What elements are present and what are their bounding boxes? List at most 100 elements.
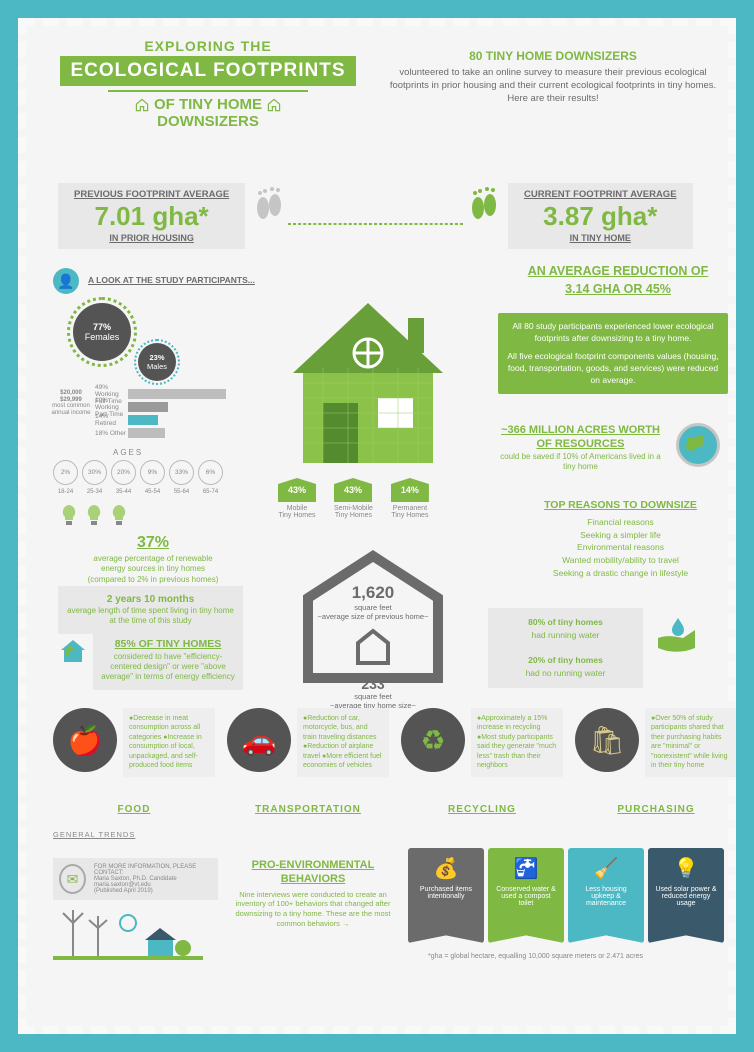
contact-header: FOR MORE INFORMATION, PLEASE CONTACT: [94,864,212,876]
connector-dash [288,223,463,225]
behavior-card: 🧹 Less housing upkeep & maintenance [568,848,644,943]
greenbox-p1: All 80 study participants experienced lo… [506,321,720,345]
leaf-house-icon [58,636,88,673]
male-label: Males [138,362,176,371]
home-type-l1: Semi-Mobile [334,505,373,512]
income-bar-label: 18% Other [53,430,128,437]
size-comparison: 1,620 square feet ~average size of previ… [298,548,448,710]
home-type-l1: Mobile [278,505,316,512]
age-range-label: 65-74 [198,489,223,495]
trend-text: ●Over 50% of study participants shared t… [645,708,737,777]
pro-env-text: Nine interviews were conducted to create… [236,890,391,928]
duration-box: 2 years 10 months average length of time… [58,586,243,634]
footprint-green-icon [468,183,498,223]
behavior-card: 🚰 Conserved water & used a compost toilet [488,848,564,943]
efficiency-header: 85% OF TINY HOMES [100,638,236,652]
reason-item: Seeking a drastic change in lifestyle [528,567,713,580]
lightbulb-icons [58,503,130,531]
duration-value: 2 years 10 months [65,593,236,606]
age-circle: 30%25-34 [82,460,107,485]
user-icon: 👤 [53,268,79,294]
reasons-header: TOP REASONS TO DOWNSIZE [528,498,713,514]
home-type: 43%MobileTiny Homes [278,478,316,519]
green-summary-box: All 80 study participants experienced lo… [498,313,728,394]
pro-env-block: PRO-ENVIRONMENTAL BEHAVIORS Nine intervi… [233,858,393,929]
tiny-size-unit: square feet [298,692,448,701]
curr-fp-sub: IN TINY HOME [524,233,677,243]
behavior-icon: 💰 [434,856,459,882]
current-footprint-box: CURRENT FOOTPRINT AVERAGE 3.87 gha* IN T… [508,183,693,249]
home-type-l2: Tiny Homes [391,512,429,519]
trend-item: 🚗●Reduction of car, motorcycle, bus, and… [227,708,389,777]
income-label: $20,000 $29,999 most common annual incom… [51,390,91,416]
male-circle: 23% Males [138,343,176,381]
trends-row: 🍎●Decrease in meat consumption across al… [53,708,737,777]
female-circle: 77% Females [73,303,131,361]
female-pct: 77% [73,322,131,332]
behavior-text: Conserved water & used a compost toilet [493,886,559,907]
home-type-pct: 14% [391,478,429,502]
trend-label: RECYCLING [401,804,563,815]
age-circle: 6%65-74 [198,460,223,485]
infographic-canvas: EXPLORING THE ECOLOGICAL FOOTPRINTS OF T… [0,0,754,1052]
general-trends-label: GENERAL TRENDS [53,830,135,839]
reason-item: Wanted mobility/ability to travel [528,554,713,567]
renewable-pct: 37% [83,533,223,554]
contact-box: ✉ FOR MORE INFORMATION, PLEASE CONTACT: … [53,858,218,900]
title-highlight: ECOLOGICAL FOOTPRINTS [60,56,355,86]
behavior-card: 💰 Purchased items intentionally [408,848,484,943]
age-circle: 33%55-64 [169,460,194,485]
title-block: EXPLORING THE ECOLOGICAL FOOTPRINTS OF T… [48,38,368,130]
home-types-row: 43%MobileTiny Homes43%Semi-MobileTiny Ho… [278,478,429,519]
renewable-text: average percentage of renewable energy s… [88,554,219,584]
bulb-icon [58,503,80,531]
prev-size-val: 1,620 [298,583,448,603]
trend-label: FOOD [53,804,215,815]
behavior-cards: 💰 Purchased items intentionally 🚰 Conserved… [408,848,724,943]
water-l2b: had no running water [526,668,606,678]
water-hand-icon [653,613,703,661]
reason-item: Environmental reasons [528,541,713,554]
title-line4: DOWNSIZERS [48,113,368,130]
behavior-text: Purchased items intentionally [413,886,479,900]
home-type-pct: 43% [334,478,372,502]
behavior-icon: 💡 [674,856,699,882]
trend-labels-row: FOODTRANSPORTATIONRECYCLINGPURCHASING [53,798,737,815]
home-type: 43% Semi-MobileTiny Homes [334,478,373,519]
title-of-text: OF TINY HOME [154,96,262,113]
inner-content: EXPLORING THE ECOLOGICAL FOOTPRINTS OF T… [28,28,726,1024]
prev-fp-label: PREVIOUS FOOTPRINT AVERAGE [74,189,229,200]
renewable-stat: 37% average percentage of renewable ener… [83,533,223,585]
pro-env-header: PRO-ENVIRONMENTAL BEHAVIORS [233,858,393,887]
trend-item: 🛍●Over 50% of study participants shared … [575,708,737,777]
prev-size-note: ~average size of previous home~ [298,612,448,621]
behavior-text: Less housing upkeep & maintenance [573,886,639,907]
contact-date: (Published April 2019) [94,888,212,894]
trend-item: 🍎●Decrease in meat consumption across al… [53,708,215,777]
female-label: Females [73,332,131,342]
trend-circle-icon: 🚗 [227,708,291,772]
efficiency-box: 85% OF TINY HOMES considered to have "ef… [93,631,243,690]
trend-text: ●Decrease in meat consumption across all… [123,708,215,777]
prev-size-unit: square feet [298,603,448,612]
bulb-icon [83,503,105,531]
water-stats-box: 80% of tiny homes had running water 20% … [488,608,643,688]
trend-text: ●Reduction of car, motorcycle, bus, and … [297,708,389,777]
male-pct: 23% [138,353,176,362]
income-bar [128,428,165,438]
behavior-icon: 🚰 [514,856,539,882]
income-range: $20,000 $29,999 [60,390,82,403]
ages-row: 2%18-2430%25-3420%35-449%45-5433%55-646%… [53,460,223,485]
home-type-l2: Tiny Homes [334,512,373,519]
windmill-scene-icon [53,908,203,963]
reasons-list: TOP REASONS TO DOWNSIZE Financial reason… [528,498,713,580]
curr-fp-value: 3.87 gha* [524,201,677,232]
efficiency-text: considered to have "efficiency- centered… [100,652,236,683]
income-bar-row: 18% Other [53,427,253,439]
income-bar [128,415,158,425]
footprint-grey-icon [253,183,283,223]
behavior-icon: 🧹 [594,856,619,882]
average-reduction: AN AVERAGE REDUCTION OF 3.14 GHA OR 45% [523,263,713,298]
title-rule [108,90,308,92]
water-l1: 80% of tiny homes [528,617,603,627]
